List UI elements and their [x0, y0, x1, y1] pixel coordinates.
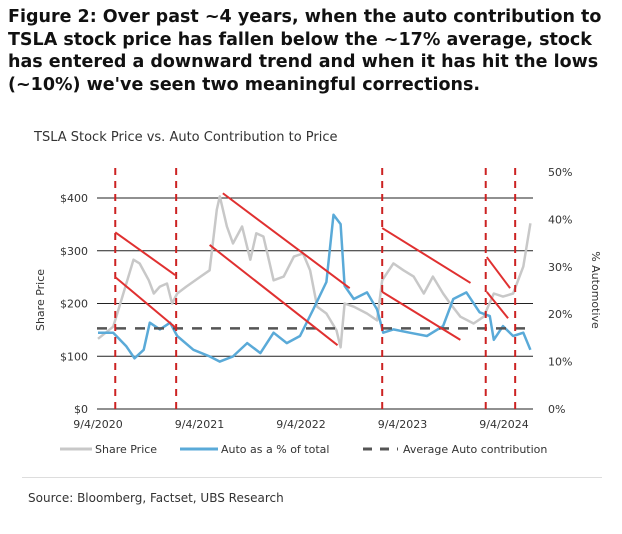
trend-line — [485, 291, 509, 319]
trend-line — [381, 291, 461, 341]
y-axis-label: Share Price — [34, 269, 47, 331]
figure-title: Figure 2: Over past ~4 years, when the a… — [8, 7, 602, 95]
y-tick-label: $400 — [60, 192, 88, 205]
gridlines: $0 $100 $200 $300 $400 0% 10% 20% 30% 40% 50% 9/4/2… — [60, 166, 572, 431]
trend-line — [114, 231, 176, 276]
x-tick-label: 9/4/2020 — [73, 418, 122, 431]
x-tick-label: 9/4/2024 — [479, 418, 528, 431]
y-tick-label: $0 — [74, 403, 88, 416]
trend-line — [209, 244, 339, 346]
x-tick-label: 9/4/2023 — [378, 418, 427, 431]
y-tick-label: $300 — [60, 245, 88, 258]
y2-tick-label: 10% — [548, 356, 572, 369]
chart-marks — [97, 168, 533, 409]
trend-line — [114, 276, 176, 329]
y2-tick-label: 50% — [548, 166, 572, 179]
legend-label-auto-pct: Auto as a % of total — [221, 443, 329, 456]
y-tick-label: $100 — [60, 350, 88, 363]
trend-line — [381, 227, 472, 284]
x-tick-label: 9/4/2022 — [276, 418, 325, 431]
y-tick-label: $200 — [60, 298, 88, 311]
y2-tick-label: 20% — [548, 308, 572, 321]
auto-pct-line — [98, 213, 532, 363]
legend-label-share-price: Share Price — [95, 443, 157, 456]
x-tick-label: 9/4/2021 — [175, 418, 224, 431]
divider — [22, 477, 602, 478]
source-note: Source: Bloomberg, Factset, UBS Research — [28, 491, 284, 505]
legend-label-average: Average Auto contribution — [403, 443, 547, 456]
trend-line — [485, 256, 511, 289]
y2-tick-label: 0% — [548, 403, 565, 416]
chart-title: TSLA Stock Price vs. Auto Contribution t… — [34, 130, 338, 145]
y2-tick-label: 40% — [548, 213, 572, 226]
share-price-line — [97, 195, 532, 349]
y2-tick-label: 30% — [548, 261, 572, 274]
trend-line — [222, 192, 351, 290]
y2-axis-label: % Automotive — [589, 251, 602, 329]
legend: Share Price Auto as a % of total Average… — [60, 443, 547, 456]
